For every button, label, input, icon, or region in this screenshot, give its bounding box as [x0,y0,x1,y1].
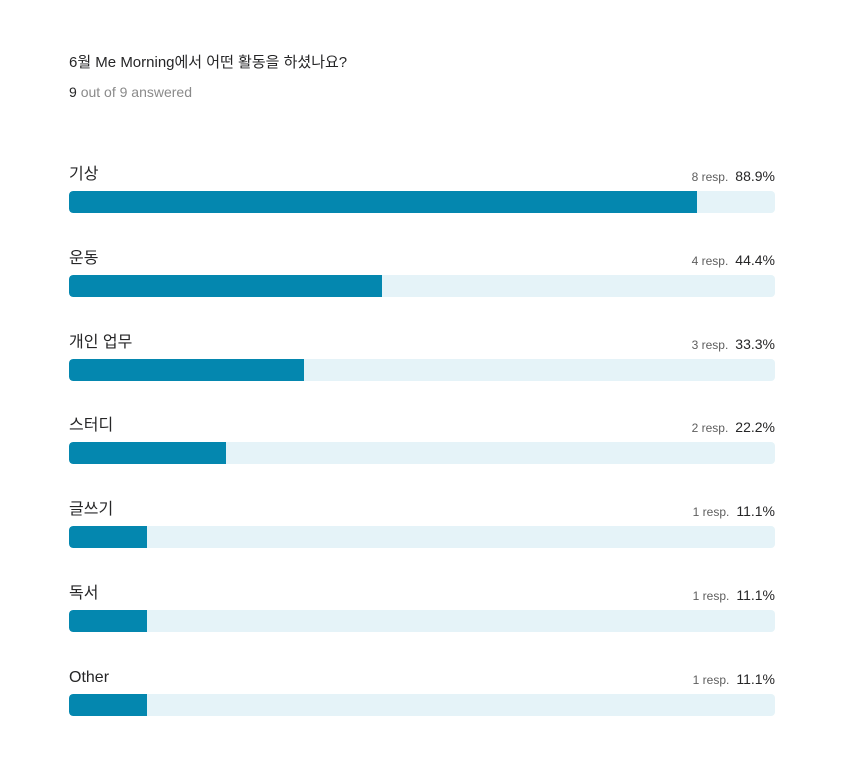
response-count-label: 4 resp. [691,253,729,268]
answered-count: 9 [69,84,77,100]
category-label: 글쓰기 [69,501,114,519]
chart-row: 스터디 2 resp. 22.2% [69,416,775,476]
percentage-label: 11.1% [736,670,775,687]
row-stats: 8 resp. 88.9% [692,167,775,186]
percentage-label: 33.3% [735,335,775,352]
category-label: Other [69,668,110,686]
bar-fill [69,442,226,465]
bar-track [69,191,775,213]
row-stats: 2 resp. 22.2% [692,418,775,437]
bar-track [69,442,775,465]
chart-row: 개인 업무 3 resp. 33.3% [69,333,775,393]
chart-row: 독서 1 resp. 11.1% [69,584,775,644]
chart-row: Other 1 resp. 11.1% [69,668,775,728]
category-label: 개인 업무 [69,333,133,351]
response-count-label: 3 resp. [691,337,729,352]
percentage-label: 44.4% [735,251,775,268]
answered-suffix: out of 9 answered [80,84,192,100]
bar-track [69,358,775,381]
percentage-label: 22.2% [735,419,775,436]
row-stats: 3 resp. 33.3% [692,335,775,354]
response-count-label: 1 resp. [692,505,730,520]
response-count-label: 8 resp. [691,170,729,184]
chart-row: 운동 4 resp. 44.4% [69,249,775,309]
bar-fill [69,274,382,297]
response-count-label: 1 resp. [692,589,730,603]
percentage-label: 11.1% [736,587,775,603]
category-label: 독서 [69,585,99,602]
row-stats: 1 resp. 11.1% [693,502,775,521]
row-stats: 4 resp. 44.4% [692,251,775,270]
bar-track [69,274,775,297]
bar-track [69,610,775,632]
row-stats: 1 resp. 11.1% [693,670,775,689]
bar-fill [69,693,147,716]
chart-row: 기상 8 resp. 88.9% [69,165,775,225]
bar-track [69,693,775,716]
response-count-label: 1 resp. [692,672,730,687]
answered-summary: 9 out of 9 answered [69,84,192,100]
percentage-label: 11.1% [736,503,775,520]
bar-fill [69,526,147,549]
response-count-label: 2 resp. [691,421,729,436]
bar-fill [69,191,697,213]
percentage-label: 88.9% [735,168,775,184]
question-title: 6월 Me Morning에서 어떤 활동을 하셨나요? [69,54,348,71]
bar-fill [69,358,304,381]
bar-track [69,526,775,549]
row-stats: 1 resp. 11.1% [693,586,775,605]
category-label: 운동 [69,249,99,267]
chart-row: 글쓰기 1 resp. 11.1% [69,500,775,560]
bar-fill [69,610,147,632]
category-label: 기상 [69,166,99,183]
category-label: 스터디 [69,417,114,435]
